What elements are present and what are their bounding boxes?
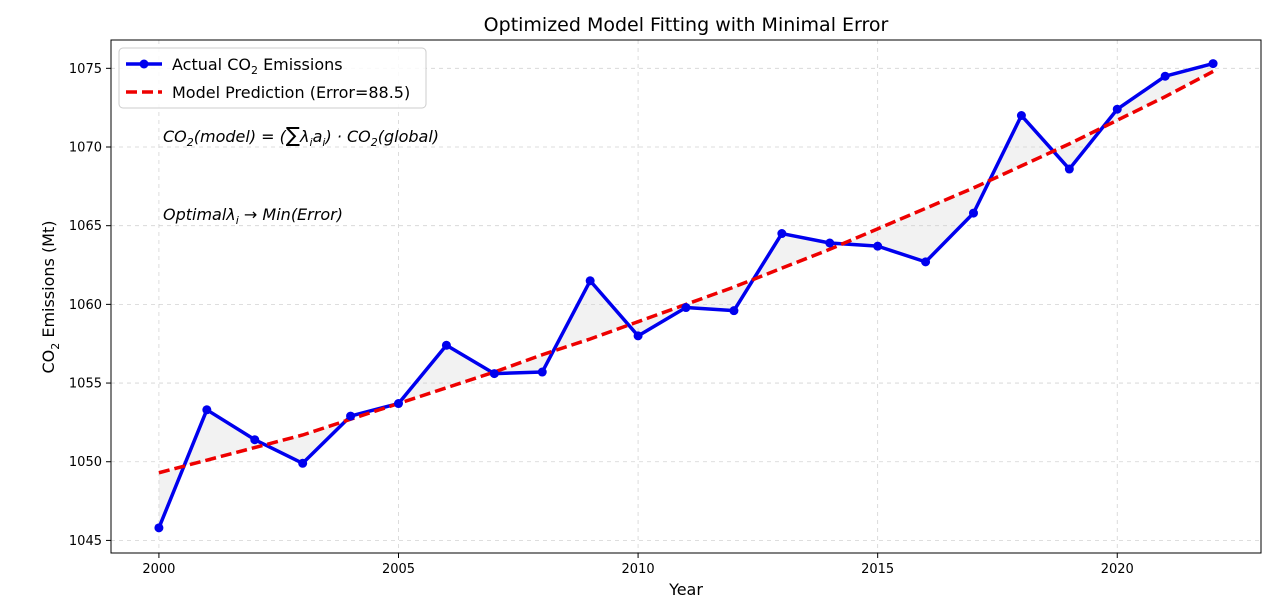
actual-data-point xyxy=(825,238,835,248)
actual-data-point xyxy=(154,523,164,533)
y-tick-label: 1075 xyxy=(69,62,102,77)
x-tick-label: 2005 xyxy=(382,562,415,577)
actual-data-point xyxy=(1160,71,1170,81)
x-tick-label: 2020 xyxy=(1101,562,1134,577)
actual-data-point xyxy=(394,399,403,409)
actual-data-point xyxy=(777,229,787,239)
actual-data-point xyxy=(873,241,883,251)
actual-data-point xyxy=(1112,104,1122,114)
x-axis-label: Year xyxy=(668,580,703,599)
y-tick-label: 1055 xyxy=(69,377,102,392)
actual-data-point xyxy=(969,208,978,218)
actual-data-point xyxy=(202,405,212,415)
actual-data-point xyxy=(441,340,451,350)
y-tick-label: 1060 xyxy=(69,298,102,313)
optimal-annotation: Optimalλi → Min(Error) xyxy=(163,205,343,227)
actual-data-point xyxy=(1064,164,1074,174)
actual-data-point xyxy=(250,435,260,445)
actual-data-point xyxy=(298,458,308,468)
legend-box xyxy=(118,47,427,109)
legend-model-label: Model Prediction (Error=88.5) xyxy=(172,83,410,102)
legend-actual-label: Actual CO2 Emissions xyxy=(172,55,343,77)
actual-data-point xyxy=(681,303,691,313)
actual-data-point xyxy=(346,411,356,421)
x-tick-label: 2015 xyxy=(861,562,894,577)
series-layer xyxy=(154,59,1218,533)
actual-data-point xyxy=(489,369,499,379)
actual-data-point xyxy=(729,306,739,316)
chart-title: Optimized Model Fitting with Minimal Err… xyxy=(484,14,889,36)
actual-data-point xyxy=(1016,111,1026,121)
actual-data-point xyxy=(585,276,595,286)
formula-annotation: CO2(model) = (∑λiai) · CO2(global) xyxy=(163,123,439,149)
y-axis-label: CO2 Emissions (Mt) xyxy=(39,220,62,373)
plot-frame xyxy=(110,39,1262,554)
actual-data-point xyxy=(633,331,643,341)
y-tick-label: 1050 xyxy=(69,455,102,470)
actual-data-point xyxy=(921,257,931,267)
y-tick-label: 1065 xyxy=(69,219,102,234)
x-tick-label: 2000 xyxy=(142,562,175,577)
y-axis-ticks: 1045 1050 1055 1060 1065 1070 1075 xyxy=(69,62,111,549)
actual-data-point xyxy=(1208,59,1218,69)
y-tick-label: 1070 xyxy=(69,141,102,156)
actual-data-point xyxy=(537,367,547,377)
legend: Actual CO2 Emissions Model Prediction (E… xyxy=(118,47,427,109)
x-tick-label: 2010 xyxy=(622,562,655,577)
y-tick-label: 1045 xyxy=(69,534,102,549)
grid xyxy=(111,40,1261,553)
x-axis-ticks: 2000 2005 2010 2015 2020 xyxy=(142,553,1134,577)
legend-actual-marker xyxy=(139,59,149,69)
